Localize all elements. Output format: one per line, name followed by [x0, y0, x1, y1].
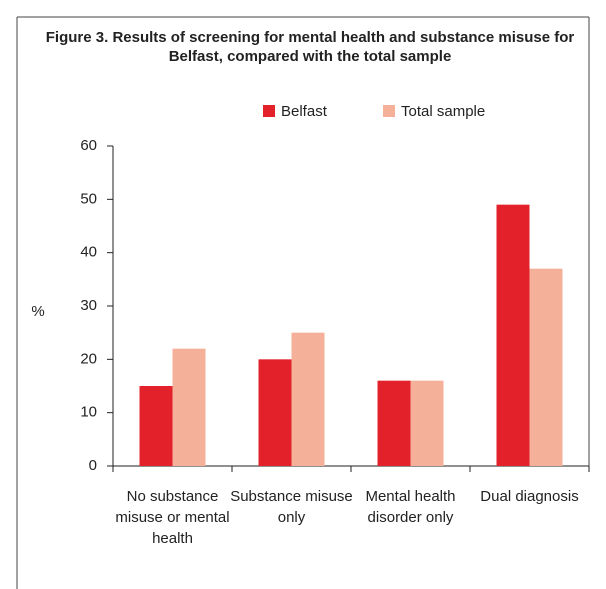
bar	[258, 359, 292, 466]
x-tick-label: Dual diagnosis	[480, 488, 579, 505]
legend-swatch	[383, 105, 395, 117]
y-tick-label: 10	[80, 404, 97, 421]
bar	[529, 268, 563, 466]
y-axis-label: %	[31, 303, 44, 320]
bar	[496, 204, 530, 466]
chart-title: Figure 3. Results of screening for menta…	[45, 29, 575, 65]
legend-label: Belfast	[281, 103, 328, 120]
y-tick-label: 30	[80, 297, 97, 314]
x-tick-label: Mental health disorder only	[365, 488, 456, 526]
y-tick-label: 20	[80, 350, 97, 367]
y-tick-label: 50	[80, 190, 97, 207]
bar	[377, 380, 411, 466]
y-tick-label: 0	[89, 457, 97, 474]
y-tick-label: 60	[80, 137, 97, 154]
x-tick-label: Substance misuse only	[230, 488, 353, 526]
bar	[291, 332, 325, 466]
legend-swatch	[263, 105, 275, 117]
x-tick-label: No substance misuse or mental health	[115, 488, 230, 547]
bar	[410, 380, 444, 466]
legend-label: Total sample	[401, 103, 485, 120]
bar	[172, 348, 206, 466]
y-tick-label: 40	[80, 244, 97, 261]
bar	[139, 386, 173, 466]
